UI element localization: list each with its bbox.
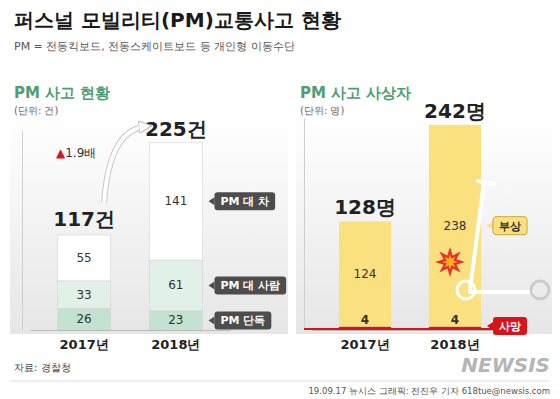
x-tick: 2018년 xyxy=(151,330,200,352)
y-axis-line xyxy=(304,119,305,331)
total-label: 128명 xyxy=(334,195,396,219)
y-axis xyxy=(304,119,305,331)
legend-item: PM 대 사람 xyxy=(208,276,286,294)
data-label: 26 xyxy=(76,312,91,326)
legend-label: 부상 xyxy=(499,220,521,233)
x-tick: 2018년 xyxy=(430,330,479,352)
legend-item: PM 단독 xyxy=(208,311,271,329)
chart-0: PM 사고 현황 (단위: 건) 2017년 2018년 26 33 55 23 61 141 11… xyxy=(10,84,288,352)
baseline-decoration xyxy=(304,328,522,330)
scooter-icon xyxy=(435,181,549,299)
data-label: 4 xyxy=(361,313,369,327)
footer-rule xyxy=(10,381,550,382)
legend-box xyxy=(214,311,271,329)
title: 퍼스널 모빌리티(PM)교통사고 현황 xyxy=(14,8,341,32)
bar-segment xyxy=(149,260,202,311)
bar-segment xyxy=(339,221,391,326)
x-tick-label: 2017년 xyxy=(340,337,389,352)
x-axis-line xyxy=(313,330,509,331)
annotation: ▲1.9배 xyxy=(56,146,96,160)
bar-segment xyxy=(149,143,202,261)
chart-subtitle: (단위: 건) xyxy=(14,105,58,116)
chart-title: PM 사고 사상자 xyxy=(300,84,411,102)
growth-arrow-shadow xyxy=(104,127,145,203)
legend-pointer xyxy=(208,281,214,289)
data-label: 23 xyxy=(168,313,183,327)
legend-pointer xyxy=(487,322,493,330)
credit: 19.09.17 뉴시스 그래픽: 전진우 기자 618tue@newsis.c… xyxy=(308,386,550,396)
x-tick-label: 2018년 xyxy=(151,337,200,352)
growth-arrow xyxy=(104,127,145,203)
legend-item: 부상 xyxy=(487,217,527,235)
bar-segment xyxy=(58,281,111,309)
legend-box xyxy=(214,192,275,210)
panel-background xyxy=(10,120,288,334)
logo: NEWSIS xyxy=(461,353,550,377)
data-label: 141 xyxy=(164,194,187,208)
x-tick-label: 2017년 xyxy=(60,337,109,352)
legend-box xyxy=(493,317,527,335)
x-axis-line xyxy=(31,330,231,331)
chart-subtitle: (단위: 명) xyxy=(300,105,344,116)
legend-item: PM 대 차 xyxy=(208,192,275,210)
legend-pointer xyxy=(208,197,214,205)
chart-1: PM 사고 사상자 (단위: 명) 2017년 2018년 4 124 4 238 128명 24… xyxy=(296,84,552,352)
data-label: 4 xyxy=(451,313,459,327)
data-label: 55 xyxy=(76,251,91,265)
source: 자료: 경찰청 xyxy=(14,362,71,373)
data-label: 238 xyxy=(444,219,467,233)
data-label: 33 xyxy=(76,288,91,302)
infographic: 퍼스널 모빌리티(PM)교통사고 현황 PM = 전동킥보드, 전동스케이트보드 … xyxy=(0,0,560,399)
data-label: 61 xyxy=(168,278,183,292)
legend-pointer xyxy=(487,222,493,230)
legend-pointer xyxy=(208,316,214,324)
legend-item: 사망 xyxy=(487,317,527,335)
x-tick: 2017년 xyxy=(340,330,389,352)
legend-label: PM 단독 xyxy=(220,314,265,327)
panel-background xyxy=(296,120,552,334)
bar-segment xyxy=(429,125,481,327)
bar-segment xyxy=(58,235,111,281)
bar-segment xyxy=(149,311,202,330)
legend-box xyxy=(214,276,286,294)
total-label: 225건 xyxy=(145,117,207,141)
total-label: 242명 xyxy=(424,99,486,123)
x-axis: 2017년 2018년 xyxy=(31,330,231,352)
legend-label: PM 대 사람 xyxy=(220,279,280,292)
bars xyxy=(339,125,481,330)
chart-title: PM 사고 현황 xyxy=(14,84,110,102)
x-tick-label: 2018년 xyxy=(430,337,479,352)
legend-label: PM 대 차 xyxy=(220,195,269,208)
data-label: 124 xyxy=(354,267,377,281)
y-axis-line xyxy=(22,131,23,331)
total-label: 117건 xyxy=(53,207,115,231)
legend-box xyxy=(493,217,527,235)
y-axis xyxy=(22,131,23,331)
x-axis: 2017년 2018년 xyxy=(313,330,509,352)
x-tick: 2017년 xyxy=(60,330,109,352)
bars xyxy=(58,143,203,331)
legend-label: 사망 xyxy=(499,320,521,333)
bar-segment xyxy=(58,308,111,330)
subtitle: PM = 전동킥보드, 전동스케이트보드 등 개인형 이동수단 xyxy=(14,40,295,53)
